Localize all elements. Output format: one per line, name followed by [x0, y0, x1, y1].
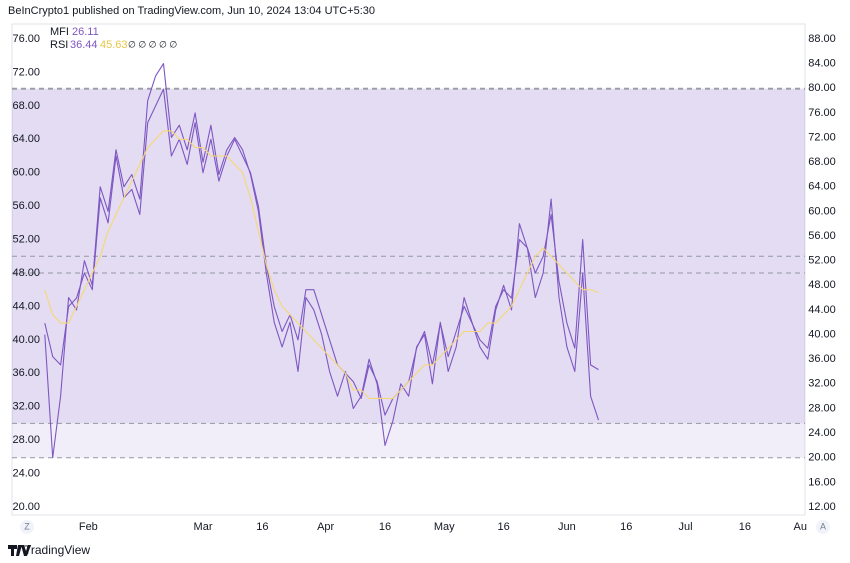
legend-rsi-label: RSI [50, 39, 68, 51]
logo [8, 545, 31, 556]
y2-tick-label: 60.00 [808, 205, 836, 217]
y-tick-label: 24.00 [12, 467, 40, 479]
y-tick-label: 76.00 [12, 33, 40, 45]
x-tick-label: 16 [256, 521, 268, 533]
y2-tick-label: 68.00 [808, 156, 836, 168]
footer: TradingView [24, 543, 90, 557]
y2-tick-label: 88.00 [808, 33, 836, 45]
y-tick-label: 28.00 [12, 434, 40, 446]
y2-tick-label: 40.00 [808, 328, 836, 340]
legend-mfi-value: 26.11 [72, 26, 99, 38]
x-tick-label: Feb [79, 521, 98, 533]
y-tick-label: 40.00 [12, 334, 40, 346]
y-tick-label: 60.00 [12, 167, 40, 179]
button-bg[interactable] [816, 520, 830, 534]
y2-tick-label: 80.00 [808, 82, 836, 94]
y-tick-label: 44.00 [12, 300, 40, 312]
x-tick-label: 16 [739, 521, 751, 533]
y2-tick-label: 36.00 [808, 353, 836, 365]
button-bg[interactable] [20, 520, 34, 534]
x-tick-label: Jul [679, 521, 693, 533]
series-line [44, 88, 599, 416]
x-tick-label: 16 [620, 521, 632, 533]
y-tick-label: 56.00 [12, 200, 40, 212]
y2-tick-label: 20.00 [808, 452, 836, 464]
y-tick-label: 20.00 [12, 501, 40, 513]
y-tick-label: 36.00 [12, 367, 40, 379]
y-tick-label: 32.00 [12, 401, 40, 413]
x-tick-label: 16 [379, 521, 391, 533]
y2-tick-label: 44.00 [808, 304, 836, 316]
legend-rsi-ma-value: 45.63 [100, 39, 128, 51]
y2-tick-label: 52.00 [808, 255, 836, 267]
y2-tick-label: 76.00 [808, 107, 836, 119]
y2-tick-label: 56.00 [808, 230, 836, 242]
y-tick-label: 72.00 [12, 66, 40, 78]
x-tick-label: Apr [317, 521, 334, 533]
y2-tick-label: 64.00 [808, 181, 836, 193]
x-tick-label: Au [794, 521, 807, 533]
y-tick-label: 48.00 [12, 267, 40, 279]
y2-tick-label: 48.00 [808, 279, 836, 291]
x-tick-label: 16 [497, 521, 509, 533]
legend-rsi-value: 36.44 [70, 39, 98, 51]
legend-symbols: ∅ ∅ ∅ ∅ ∅ [128, 39, 177, 49]
x-tick-label: Mar [194, 521, 213, 533]
series-line [44, 63, 600, 459]
y2-tick-label: 32.00 [808, 378, 836, 390]
y-tick-label: 52.00 [12, 233, 40, 245]
y-tick-label: 64.00 [12, 133, 40, 145]
legend-mfi-label: MFI [50, 26, 69, 38]
y2-tick-label: 16.00 [808, 476, 836, 488]
y2-tick-label: 28.00 [808, 402, 836, 414]
x-tick-label: May [434, 521, 455, 533]
legend: MFI 26.11 RSI 36.44 45.63 ∅ ∅ ∅ ∅ ∅ [50, 26, 177, 51]
y2-tick-label: 12.00 [808, 501, 836, 513]
y2-tick-label: 84.00 [808, 58, 836, 70]
y2-tick-label: 24.00 [808, 427, 836, 439]
button[interactable]: Z [24, 521, 30, 531]
series-line [44, 130, 599, 399]
x-tick-label: Jun [558, 521, 576, 533]
y2-tick-label: 72.00 [808, 131, 836, 143]
header: BeInCrypto1 published on TradingView.com… [8, 5, 375, 17]
y-tick-label: 68.00 [12, 100, 40, 112]
button[interactable]: A [820, 521, 826, 531]
